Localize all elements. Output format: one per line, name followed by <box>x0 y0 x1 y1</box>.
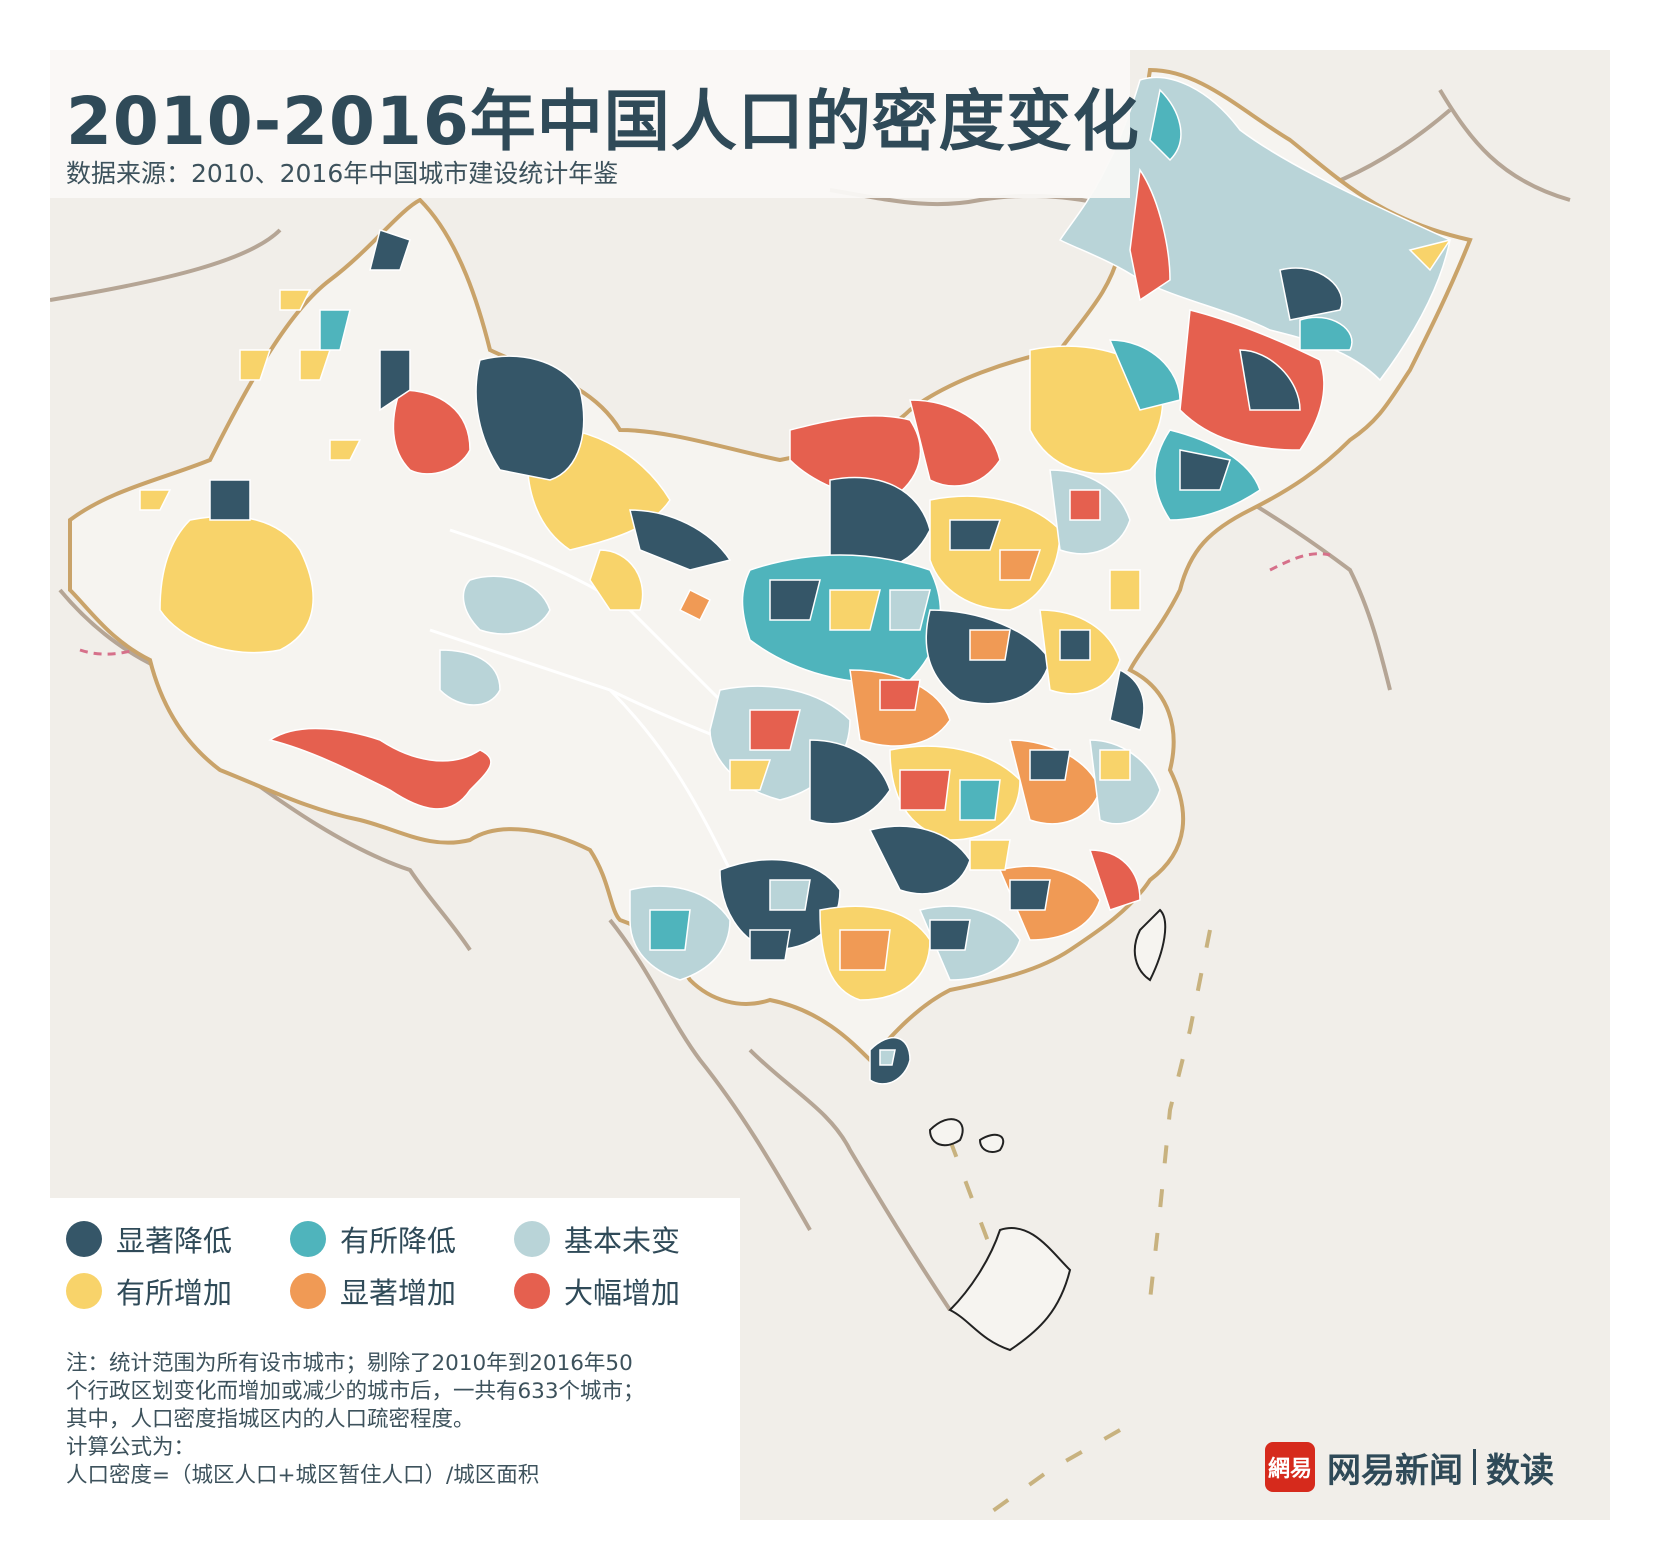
legend-label: 大幅增加 <box>564 1276 681 1310</box>
legend-item-some-increase: 有所增加 <box>66 1270 232 1312</box>
legend-item-significant-increase: 显著增加 <box>290 1270 456 1312</box>
page-subtitle: 数据来源：2010、2016年中国城市建设统计年鉴 <box>66 159 619 188</box>
islands <box>928 908 1167 1352</box>
legend-label: 有所增加 <box>116 1276 233 1310</box>
brand-divider <box>1473 1449 1476 1485</box>
legend-label: 基本未变 <box>564 1224 681 1258</box>
footnote-line: 计算公式为： <box>66 1435 196 1460</box>
brand-subname: 数读 <box>1486 1450 1554 1491</box>
legend-swatch <box>290 1221 326 1257</box>
footnote-line: 注：统计范围为所有设市城市；剔除了2010年到2016年50 <box>66 1351 633 1376</box>
legend-swatch <box>514 1221 550 1257</box>
legend-swatch <box>66 1221 102 1257</box>
netease-logo-icon: 網易 <box>1265 1442 1315 1492</box>
footnote-line: 个行政区划变化而增加或减少的城市后，一共有633个城市； <box>66 1379 645 1404</box>
legend-item-unchanged: 基本未变 <box>514 1218 680 1260</box>
brand-name: 网易新闻 <box>1327 1450 1463 1491</box>
legend-panel: 显著降低 有所降低 基本未变 有所增加 显著增加 大幅增加 注：统计范围为所有设… <box>50 1198 740 1520</box>
legend-label: 显著增加 <box>340 1276 457 1310</box>
legend-label: 显著降低 <box>116 1224 233 1258</box>
legend-swatch <box>514 1273 550 1309</box>
legend-item-significant-decrease: 显著降低 <box>66 1218 232 1260</box>
china-map <box>50 67 1571 1520</box>
legend-label: 有所降低 <box>340 1224 457 1258</box>
legend-swatch <box>290 1273 326 1309</box>
brand-watermark: 網易 网易新闻 数读 <box>1265 1442 1554 1492</box>
legend-item-some-decrease: 有所降低 <box>290 1218 456 1260</box>
page-title: 2010-2016年中国人口的密度变化 <box>66 83 1140 160</box>
footnote-line: 人口密度=（城区人口+城区暂住人口）/城区面积 <box>66 1463 540 1488</box>
legend-item-large-increase: 大幅增加 <box>514 1270 680 1312</box>
footnote-line: 其中，人口密度指城区内的人口疏密程度。 <box>66 1407 475 1432</box>
legend-swatch <box>66 1273 102 1309</box>
dashed-maritime-lines <box>948 929 1212 1520</box>
regions <box>139 76 1452 1085</box>
title-panel: 2010-2016年中国人口的密度变化 数据来源：2010、2016年中国城市建… <box>50 50 1139 198</box>
foreign-borders <box>50 88 1571 1312</box>
footnote: 注：统计范围为所有设市城市；剔除了2010年到2016年50 个行政区划变化而增… <box>66 1350 726 1490</box>
